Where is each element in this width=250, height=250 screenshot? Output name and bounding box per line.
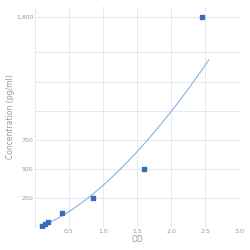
Point [40, 224, 44, 228]
Y-axis label: Concentration (pg/ml): Concentration (pg/ml) [6, 74, 15, 159]
Point [60, 211, 64, 215]
Point [200, 15, 204, 19]
Point [46, 220, 50, 224]
Point [91, 196, 95, 200]
Point [43, 222, 47, 226]
X-axis label: OD: OD [131, 236, 143, 244]
Point [142, 167, 146, 171]
